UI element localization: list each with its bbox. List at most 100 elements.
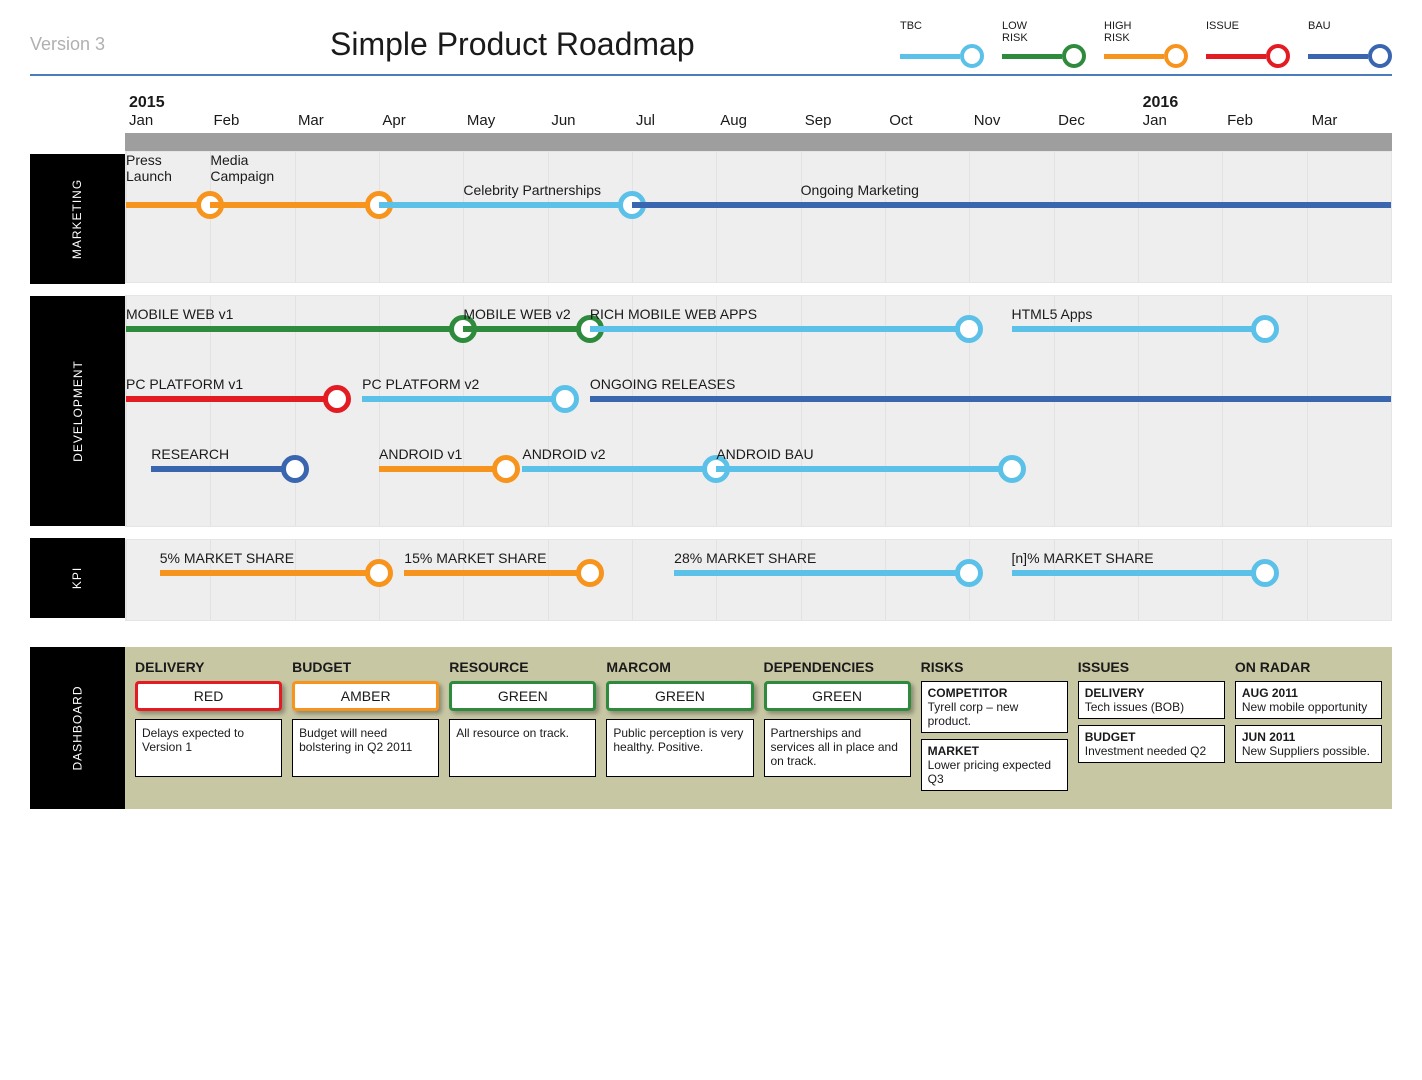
month-col: Sep (801, 94, 885, 129)
segment (590, 396, 1391, 402)
milestone-dot (551, 385, 579, 413)
card-title: BUDGET (292, 659, 439, 675)
lane-development: MOBILE WEB v1 MOBILE WEB v2 RICH MOBILE WE… (125, 295, 1392, 527)
card-note: All resource on track. (449, 719, 596, 777)
segment-label: ANDROID v2 (522, 446, 605, 462)
month-col: Jul (632, 94, 716, 129)
month-col: Feb (209, 94, 293, 129)
lanes: PressLaunch MediaCampaign Celebrity Partne… (125, 151, 1392, 621)
chart-area: MARKETINGDEVELOPMENTKPI 2015JanFebMarApr… (30, 94, 1392, 633)
segment (1012, 326, 1265, 332)
card-note: Partnerships and services all in place a… (764, 719, 911, 777)
card-title: ON RADAR (1235, 659, 1382, 675)
card-item: AUG 2011New mobile opportunity (1235, 681, 1382, 719)
segment-label: ANDROID v1 (379, 446, 462, 462)
card-note: Budget will need bolstering in Q2 2011 (292, 719, 439, 777)
segment (716, 466, 1011, 472)
legend-item-low: LOWRISK (1002, 20, 1086, 68)
segment-label: 28% MARKET SHARE (674, 550, 816, 566)
milestone-dot (492, 455, 520, 483)
rag-badge: GREEN (449, 681, 596, 711)
legend-item-bau: BAU (1308, 20, 1392, 68)
segment (151, 466, 294, 472)
lane-label-kpi: KPI (30, 538, 125, 618)
dash-card-marcom: MARCOMGREENPublic perception is very hea… (606, 659, 753, 797)
lane-label-development: DEVELOPMENT (30, 296, 125, 526)
segment (674, 570, 969, 576)
segment-label: RESEARCH (151, 446, 229, 462)
month-col: Dec (1054, 94, 1138, 129)
month-col: Mar (1308, 94, 1392, 129)
card-item: COMPETITORTyrell corp – new product. (921, 681, 1068, 733)
segment (210, 202, 379, 208)
lane-marketing: PressLaunch MediaCampaign Celebrity Partne… (125, 151, 1392, 283)
month-col: Oct (885, 94, 969, 129)
segment (126, 326, 463, 332)
segment-label: RICH MOBILE WEB APPS (590, 306, 757, 322)
segment-label: HTML5 Apps (1012, 306, 1093, 322)
milestone-dot (1251, 315, 1279, 343)
segment-label: Celebrity Partnerships (463, 182, 601, 198)
segment-label: 15% MARKET SHARE (404, 550, 546, 566)
lane-label-marketing: MARKETING (30, 154, 125, 284)
segment (463, 326, 590, 332)
month-col: Jun (547, 94, 631, 129)
version-label: Version 3 (30, 34, 330, 55)
segment-label: ONGOING RELEASES (590, 376, 735, 392)
dash-card-delivery: DELIVERYREDDelays expected to Version 1 (135, 659, 282, 797)
card-item: DELIVERYTech issues (BOB) (1078, 681, 1225, 719)
milestone-dot (955, 559, 983, 587)
segment (522, 466, 716, 472)
card-item: BUDGETInvestment needed Q2 (1078, 725, 1225, 763)
segment-label: PressLaunch (126, 152, 172, 184)
chart: 2015JanFebMarAprMayJunJulAugSepOctNovDec… (125, 94, 1392, 633)
segment (590, 326, 970, 332)
segment-label: Ongoing Marketing (801, 182, 919, 198)
card-title: MARCOM (606, 659, 753, 675)
card-title: RESOURCE (449, 659, 596, 675)
segment-label: PC PLATFORM v1 (126, 376, 243, 392)
month-col: Mar (294, 94, 378, 129)
card-item: JUN 2011New Suppliers possible. (1235, 725, 1382, 763)
card-title: DEPENDENCIES (764, 659, 911, 675)
roadmap-page: Version 3 Simple Product Roadmap TBC LOW… (0, 0, 1422, 839)
segment (404, 570, 590, 576)
milestone-dot (323, 385, 351, 413)
segment (362, 396, 564, 402)
lane-kpi: 5% MARKET SHARE 15% MARKET SHARE 28% MARKE… (125, 539, 1392, 621)
month-col: May (463, 94, 547, 129)
segment-label: MediaCampaign (210, 152, 274, 184)
milestone-dot (955, 315, 983, 343)
segment (160, 570, 379, 576)
rag-badge: GREEN (606, 681, 753, 711)
segment (379, 202, 632, 208)
dash-card-budget: BUDGET AMBER Budget will need bolstering i… (292, 659, 439, 797)
month-col: 2016Jan (1139, 94, 1223, 129)
legend-item-issue: ISSUE (1206, 20, 1290, 68)
legend-item-tbc: TBC (900, 20, 984, 68)
segment-label: 5% MARKET SHARE (160, 550, 294, 566)
dash-card-resource: RESOURCE GREEN All resource on track. (449, 659, 596, 797)
timeline-header: 2015JanFebMarAprMayJunJulAugSepOctNovDec… (125, 94, 1392, 129)
milestone-dot (998, 455, 1026, 483)
segment-label: MOBILE WEB v2 (463, 306, 570, 322)
timeline-bar (125, 133, 1392, 151)
segment (1012, 570, 1265, 576)
segment-label: ANDROID BAU (716, 446, 813, 462)
dashboard-label: DASHBOARD (30, 647, 125, 809)
row-labels: MARKETING DEVELOPMENT KPI (30, 94, 125, 633)
card-title: ISSUES (1078, 659, 1225, 675)
segment-label: MOBILE WEB v1 (126, 306, 233, 322)
dash-card-on-radar: ON RADAR AUG 2011New mobile opportunity JU… (1235, 659, 1382, 797)
rag-badge: AMBER (292, 681, 439, 711)
month-col: Aug (716, 94, 800, 129)
segment-label: PC PLATFORM v2 (362, 376, 479, 392)
month-col: 2015Jan (125, 94, 209, 129)
page-title: Simple Product Roadmap (330, 26, 695, 63)
month-col: Apr (378, 94, 462, 129)
legend-item-high: HIGHRISK (1104, 20, 1188, 68)
segment-label: [n]% MARKET SHARE (1012, 550, 1154, 566)
rag-badge: RED (135, 681, 282, 711)
milestone-dot (576, 559, 604, 587)
rag-badge: GREEN (764, 681, 911, 711)
